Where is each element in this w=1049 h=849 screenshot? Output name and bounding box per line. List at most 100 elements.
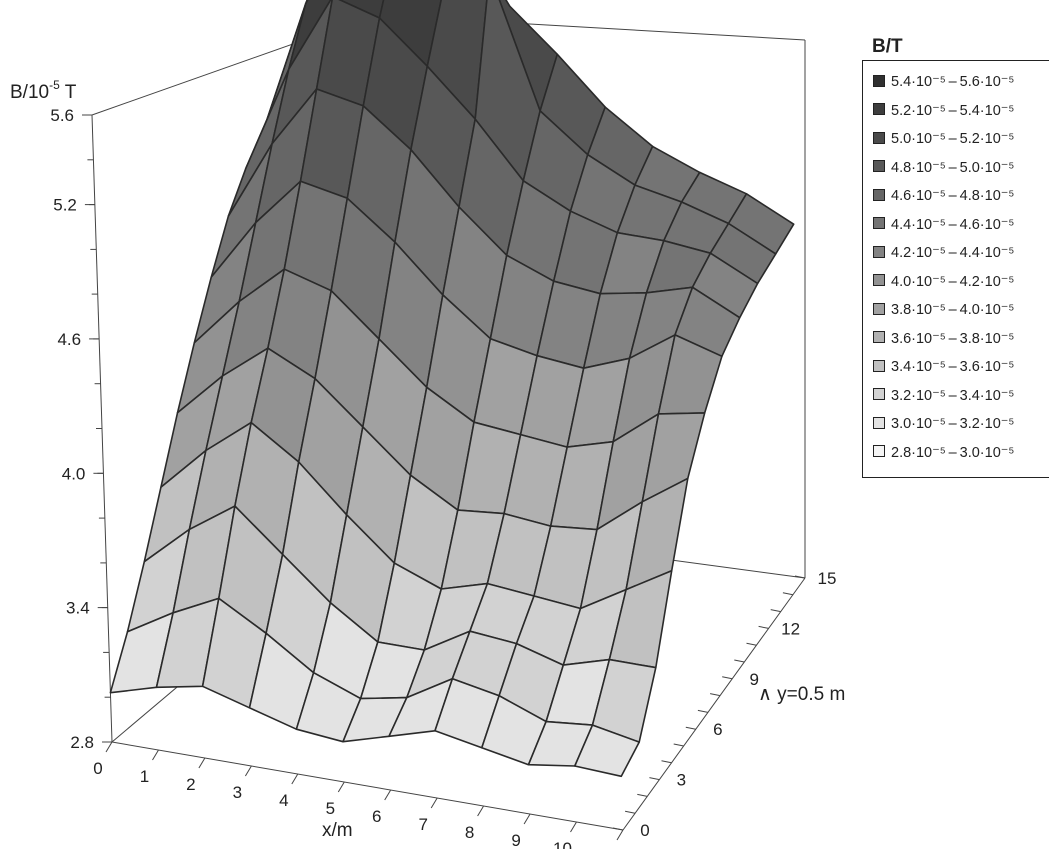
legend-label: 4.6·10⁻⁵ – 4.8·10⁻⁵	[891, 188, 1015, 204]
axis-tick-labels: 5.65.24.64.03.42.80123456789101103691215	[50, 106, 836, 849]
legend-label: 3.0·10⁻⁵ – 3.2·10⁻⁵	[891, 416, 1015, 432]
x-tick-label: 2	[186, 775, 195, 794]
x-tick-label: 10	[553, 839, 572, 849]
legend-swatch	[873, 131, 885, 144]
y-tick-label: 0	[640, 821, 649, 840]
x-tick-label: 7	[418, 815, 427, 834]
legend-item: 2.8·10⁻⁵ – 3.0·10⁻⁵	[873, 442, 1014, 464]
legend-label: 5.4·10⁻⁵ – 5.6·10⁻⁵	[891, 74, 1015, 90]
y-tick	[734, 659, 745, 663]
legend-swatch	[873, 245, 885, 258]
legend-item: 5.2·10⁻⁵ – 5.4·10⁻⁵	[873, 100, 1014, 122]
legend-label: 3.8·10⁻⁵ – 4.0·10⁻⁵	[891, 302, 1015, 318]
legend-swatch	[873, 302, 885, 315]
y-tick-label: 3	[677, 771, 686, 790]
legend-label: 2.8·10⁻⁵ – 3.0·10⁻⁵	[891, 444, 1015, 461]
axis-ticks	[82, 114, 806, 841]
x-tick	[152, 749, 159, 761]
x-tick	[291, 773, 299, 785]
x-tick	[384, 789, 392, 801]
y-tick-label: 9	[749, 670, 758, 689]
legend-swatch	[873, 388, 885, 401]
legend-label: 4.4·10⁻⁵ – 4.6·10⁻⁵	[891, 216, 1015, 233]
x-tick	[198, 757, 206, 769]
x-tick-label: 11	[600, 847, 618, 849]
legend-label: 4.8·10⁻⁵ – 5.0·10⁻⁵	[891, 159, 1015, 176]
y-tick	[770, 609, 781, 613]
legend-item: 3.6·10⁻⁵ – 3.8·10⁻⁵	[873, 328, 1014, 350]
y-tick	[782, 592, 793, 596]
y-tick	[710, 693, 721, 697]
y-tick	[612, 827, 624, 831]
y-tick	[649, 777, 660, 781]
surface-cell	[573, 724, 641, 778]
legend-item: 4.2·10⁻⁵ – 4.4·10⁻⁵	[873, 242, 1014, 264]
x-tick	[477, 805, 485, 817]
y-tick	[637, 793, 648, 797]
legend-swatch	[873, 274, 885, 287]
z-tick-label: 5.2	[53, 196, 77, 215]
x-tick-label: 1	[140, 767, 149, 786]
legend-swatch	[873, 331, 885, 344]
legend-swatch	[873, 74, 885, 87]
legend-label: 5.2·10⁻⁵ – 5.4·10⁻⁵	[891, 102, 1015, 119]
legend: 5.4·10⁻⁵ – 5.6·10⁻⁵ 5.2·10⁻⁵ – 5.4·10⁻⁵ 5.…	[862, 60, 1049, 478]
legend-item: 4.0·10⁻⁵ – 4.2·10⁻⁵	[873, 271, 1014, 293]
z-tick-label: 4.6	[57, 330, 81, 349]
legend-swatch	[873, 103, 885, 116]
legend-title: B/T	[872, 36, 903, 57]
x-axis-line	[111, 741, 624, 831]
legend-item: 4.8·10⁻⁵ – 5.0·10⁻⁵	[873, 157, 1014, 179]
x-tick-label: 9	[511, 831, 520, 849]
x-axis-label: x/m	[322, 820, 353, 841]
x-tick	[244, 765, 252, 777]
y-tick	[673, 743, 684, 747]
z-tick-label: 5.6	[50, 106, 74, 125]
x-tick	[430, 797, 438, 809]
y-tick	[625, 810, 636, 814]
x-tick-label: 8	[465, 823, 474, 842]
y-tick-label: 15	[818, 569, 837, 588]
legend-label: 5.0·10⁻⁵ – 5.2·10⁻⁵	[891, 131, 1015, 147]
y-tick	[685, 726, 696, 730]
z-tick-label: 4.0	[62, 464, 86, 483]
x-tick-label: 6	[372, 807, 381, 826]
x-tick	[105, 741, 113, 753]
legend-label: 4.0·10⁻⁵ – 4.2·10⁻⁵	[891, 273, 1015, 290]
legend-swatch	[873, 217, 885, 230]
legend-item: 3.8·10⁻⁵ – 4.0·10⁻⁵	[873, 299, 1014, 321]
x-tick-label: 3	[233, 783, 242, 802]
legend-label: 3.4·10⁻⁵ – 3.6·10⁻⁵	[891, 359, 1015, 375]
legend-item: 3.0·10⁻⁵ – 3.2·10⁻⁵	[873, 413, 1014, 435]
x-tick-label: 4	[279, 791, 288, 810]
x-tick-label: 5	[326, 799, 335, 818]
y-tick	[661, 760, 672, 764]
y-axis-line	[622, 577, 806, 831]
z-tick-label: 2.8	[70, 733, 94, 752]
legend-item: 5.4·10⁻⁵ – 5.6·10⁻⁵	[873, 71, 1014, 93]
legend-item: 4.4·10⁻⁵ – 4.6·10⁻⁵	[873, 214, 1014, 236]
z-axis-label: B/10-5 T	[10, 78, 77, 103]
y-tick	[697, 709, 708, 713]
surface-mesh	[109, 0, 795, 778]
x-tick	[570, 821, 577, 833]
legend-swatch	[873, 416, 885, 429]
legend-item: 3.4·10⁻⁵ – 3.6·10⁻⁵	[873, 356, 1014, 378]
y-tick	[746, 642, 757, 646]
legend-item: 3.2·10⁻⁵ – 3.4·10⁻⁵	[873, 385, 1014, 407]
z-tick-label: 3.4	[66, 599, 90, 618]
y-tick-label: 12	[781, 619, 800, 638]
legend-label: 4.2·10⁻⁵ – 4.4·10⁻⁵	[891, 245, 1015, 261]
x-tick	[616, 829, 624, 841]
legend-swatch	[873, 359, 885, 372]
y-tick	[722, 676, 733, 680]
legend-item: 5.0·10⁻⁵ – 5.2·10⁻⁵	[873, 128, 1014, 150]
x-tick	[337, 781, 345, 793]
y-tick	[758, 625, 769, 629]
y-axis-label: ∧ y=0.5 m	[758, 684, 845, 705]
legend-swatch	[873, 188, 885, 201]
y-tick	[794, 575, 806, 579]
legend-swatch	[873, 160, 885, 173]
legend-swatch	[873, 445, 885, 458]
